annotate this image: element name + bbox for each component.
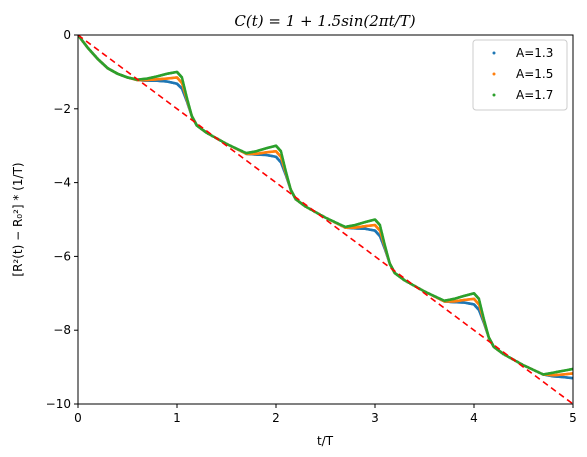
y-tick-label: −2 [53,102,71,116]
y-tick-label: −8 [53,323,71,337]
x-tick-label: 3 [371,411,379,425]
y-tick-label: −4 [53,176,71,190]
x-axis-label: t/T [317,434,334,448]
series-layer [78,35,573,380]
x-tick-label: 2 [272,411,280,425]
legend-label: A=1.7 [516,88,553,102]
legend-box [472,39,568,111]
legend: A=1.3 A=1.5 A=1.7 [472,39,568,111]
x-tick-label: 1 [173,411,181,425]
legend-label: A=1.5 [516,67,553,81]
series-a-1-7 [78,35,573,376]
chart-title: C(t) = 1 + 1.5sin(2πt/T) [234,12,415,30]
reference-line-layer [78,35,573,404]
y-tick-label: −10 [46,397,71,411]
x-tick-label: 0 [74,411,82,425]
reference-line [78,35,573,404]
legend-label: A=1.3 [516,46,553,60]
x-tick-label: 5 [569,411,577,425]
y-tick-label: 0 [63,28,71,42]
y-axis-label: [R²(t) − R₀²] * (1/T) [11,162,25,276]
y-tick-label: −6 [53,249,71,263]
x-axis: 0 1 2 3 4 5 [74,404,577,425]
legend-marker [492,93,496,97]
legend-marker [492,51,496,55]
y-axis: 0 −2 −4 −6 −8 −10 [46,28,78,411]
plot-frame [77,34,574,405]
legend-marker [492,72,496,76]
x-tick-label: 4 [470,411,478,425]
